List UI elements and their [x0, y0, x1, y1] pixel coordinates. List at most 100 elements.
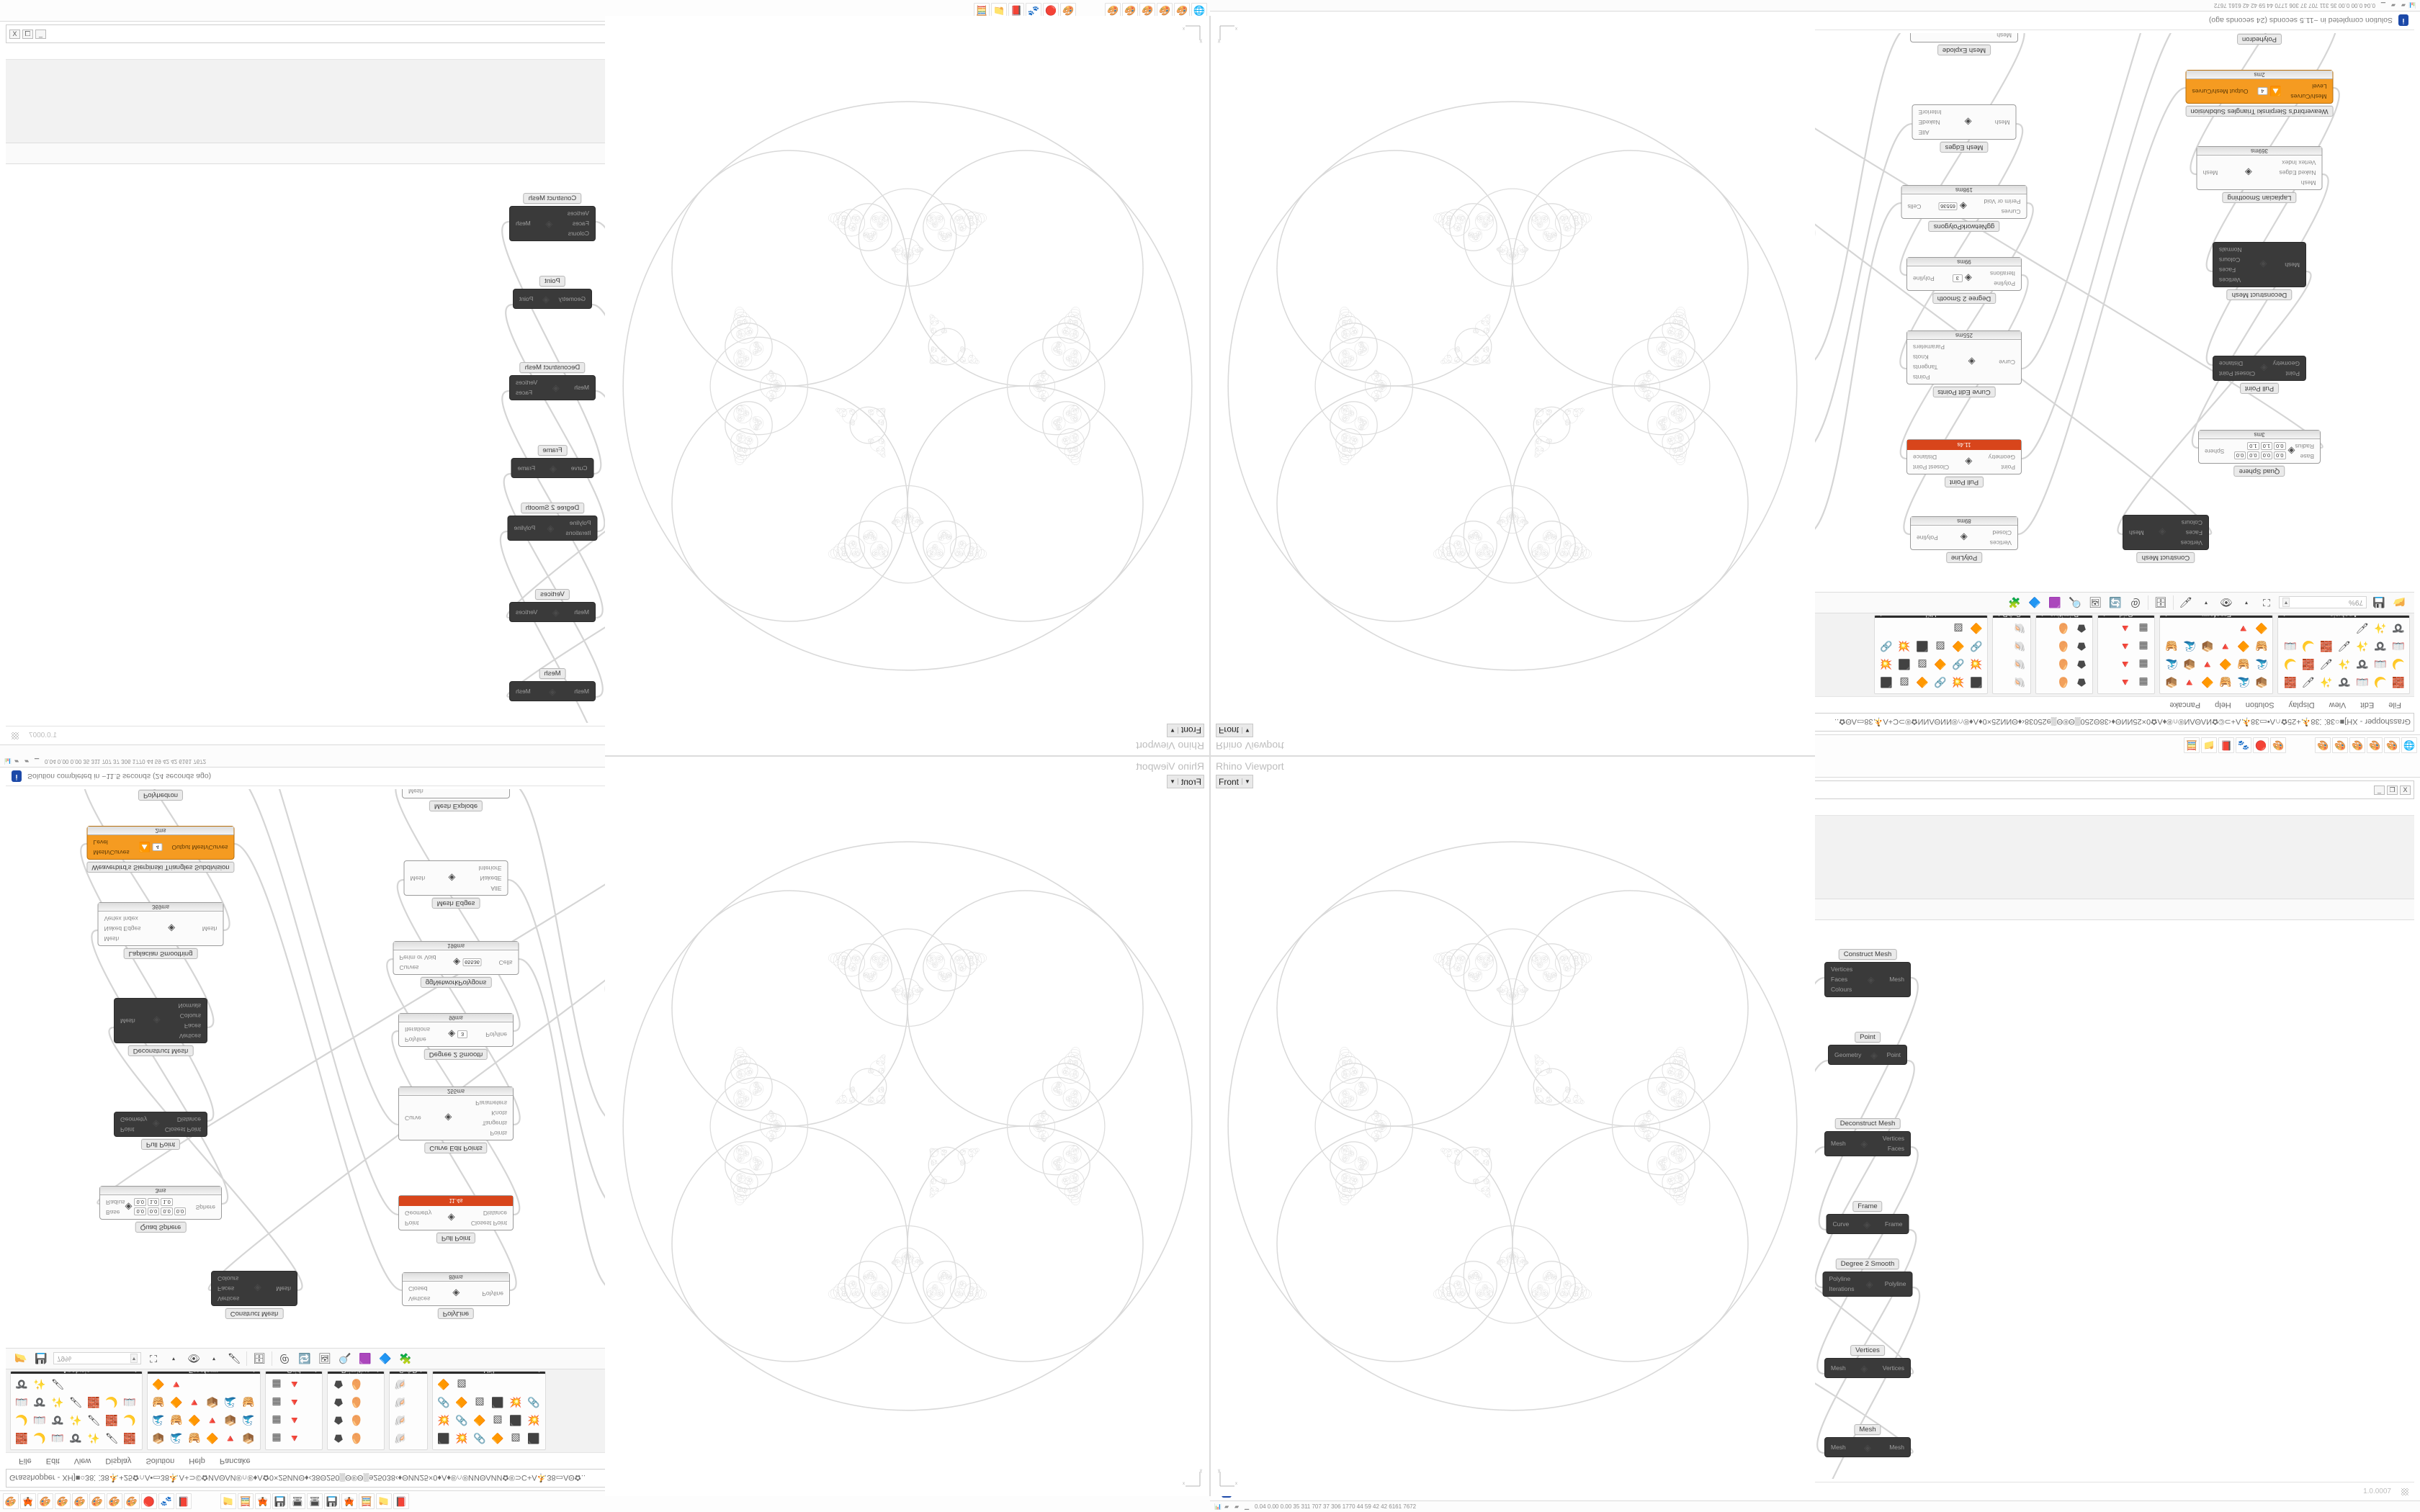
output-param[interactable]: Vertices	[179, 1032, 201, 1040]
grid-triangle-icon[interactable]: 🔺	[2119, 677, 2132, 688]
gh-component[interactable]: Mesh ◈ Vertices Faces Colours Normals	[2213, 242, 2306, 287]
util-cone-icon[interactable]: 🔶	[473, 1415, 486, 1426]
output-param[interactable]: Tangents	[1913, 364, 1938, 371]
input-param[interactable]: Polyline	[405, 1036, 426, 1043]
util-plane-icon[interactable]: ⬛	[1898, 659, 1911, 670]
book-pages-icon[interactable]: 📖	[51, 1433, 64, 1444]
input-param[interactable]: Faces	[2185, 529, 2202, 536]
freeform-fin-icon[interactable]: 🔶	[170, 1397, 183, 1408]
input-param[interactable]: Curve	[570, 464, 588, 472]
freeform-wave-icon[interactable]: 🌊	[2255, 659, 2268, 670]
util-weld-icon[interactable]: 🔗	[1880, 641, 1893, 652]
input-param[interactable]: Geometry	[120, 1116, 148, 1123]
open-folder-icon[interactable]: 📂	[14, 1353, 27, 1364]
output-param[interactable]: Normals	[2219, 246, 2242, 253]
output-param[interactable]: Faces	[516, 389, 533, 396]
menu-item-help[interactable]: Help	[189, 1457, 205, 1465]
util-cone-icon[interactable]: 🔶	[1916, 677, 1929, 688]
output-param[interactable]: Vertices	[1882, 1364, 1904, 1372]
gh-component[interactable]: Vertices Faces Colours ◈ Mesh	[211, 1271, 297, 1306]
output-param[interactable]: Mesh	[1889, 1443, 1904, 1451]
freeform-cone-icon[interactable]: 🔻	[188, 1397, 201, 1408]
primitive-pentagon-icon[interactable]: ⬟	[333, 1433, 344, 1444]
input-param[interactable]: Colours	[218, 1275, 239, 1282]
output-param[interactable]: Output Mesh/Curves	[171, 844, 228, 851]
input-param[interactable]: Base	[2300, 453, 2314, 460]
primitive-ellipsoid-icon[interactable]: 🥚	[2057, 623, 2070, 634]
menu-item-file[interactable]: File	[19, 1457, 32, 1465]
value-field[interactable]: 65536	[1938, 202, 1958, 210]
freeform-box-icon[interactable]: 📦	[224, 1415, 237, 1426]
value-field[interactable]: 1.0	[147, 1198, 160, 1207]
util-cone-icon[interactable]: 🔶	[1934, 659, 1947, 670]
mesh-paint-icon[interactable]: 🖌	[2356, 623, 2369, 634]
calculator-icon[interactable]: 🧮	[359, 1493, 375, 1510]
maximize-button[interactable]: ❐	[22, 29, 33, 39]
util-plane-icon[interactable]: ⬛	[1880, 677, 1893, 688]
output-param[interactable]: Sphere	[2205, 448, 2225, 455]
output-param[interactable]: InteriorE	[478, 865, 502, 872]
input-param[interactable]: Curve	[1832, 1220, 1850, 1228]
chevron-down-icon[interactable]: ▼	[130, 1354, 138, 1364]
acrobat-icon[interactable]: 📕	[176, 1493, 192, 1510]
value-field[interactable]: 0.0	[2260, 451, 2273, 460]
value-field[interactable]: 0.0	[161, 1207, 173, 1216]
menu-item-display[interactable]: Display	[2288, 701, 2315, 709]
book-pages-icon[interactable]: 📖	[2374, 659, 2387, 670]
book-pages-icon[interactable]: 📖	[15, 1397, 28, 1408]
util-hatch-icon[interactable]: ▨	[457, 1379, 467, 1390]
ribbon-tab-expand-icon[interactable]: ⬍	[313, 1371, 318, 1373]
output-param[interactable]: Point	[1886, 1050, 1901, 1058]
input-param[interactable]: Mesh	[2285, 261, 2300, 269]
primitive-ellipsoid-icon[interactable]: 🥚	[2057, 677, 2070, 688]
calculator-icon[interactable]: 🧮	[2184, 737, 2200, 754]
sketch-select-icon[interactable]: ⛶	[150, 1353, 157, 1364]
output-param[interactable]: Output Mesh/Curves	[2192, 88, 2249, 95]
freeform-basket-icon[interactable]: 🧺	[2219, 677, 2232, 688]
at-sign-icon[interactable]: ＠	[279, 1353, 290, 1364]
loop-icon[interactable]: ➰	[2338, 677, 2351, 688]
mesh-analysis-icon[interactable]: 🧱	[2302, 659, 2315, 670]
save-floppy-icon[interactable]: 💾	[35, 1353, 48, 1364]
output-param[interactable]: Mesh	[2129, 529, 2144, 536]
freeform-fin-icon[interactable]: 🔶	[2237, 641, 2250, 652]
primitive-ellipsoid-icon[interactable]: 🥚	[350, 1397, 363, 1408]
loop-icon[interactable]: ➰	[33, 1397, 46, 1408]
primitive-ellipsoid-icon[interactable]: 🥚	[2057, 659, 2070, 670]
subd-shell-icon[interactable]: 🐚	[394, 1397, 407, 1408]
ribbon-tab-grid[interactable]: Grid ⬍	[266, 1371, 322, 1374]
book-pages-icon[interactable]: 📖	[33, 1415, 46, 1426]
primitive-ellipsoid-icon[interactable]: 🥚	[350, 1433, 363, 1444]
freeform-wave-icon[interactable]: 🌊	[224, 1397, 237, 1408]
gh-component[interactable]: MeshInterpolate◈Faces8ms	[1910, 33, 2018, 42]
floppy-64-icon[interactable]: 💾	[324, 1493, 340, 1510]
grid-quad-icon[interactable]: ▦	[2138, 641, 2148, 652]
util-explode-icon[interactable]: 💥	[1952, 677, 1965, 688]
close-button[interactable]: X	[2400, 785, 2411, 795]
primitive-pentagon-icon[interactable]: ⬟	[333, 1379, 344, 1390]
output-param[interactable]: Parameters	[475, 1099, 507, 1107]
ribbon-tab-expand-icon[interactable]: ⬍	[1878, 615, 1883, 617]
book-pages-icon[interactable]: 📖	[123, 1397, 136, 1408]
ribbon-tab-expand-icon[interactable]: ⬍	[133, 1371, 138, 1373]
input-param[interactable]: Radius	[106, 1199, 125, 1206]
ribbon-tab-primitive[interactable]: Primitive ⬍	[2036, 615, 2092, 618]
mesh-analysis-icon[interactable]: 🧱	[105, 1415, 118, 1426]
mesh-paint-icon[interactable]: 🖌	[69, 1397, 82, 1408]
save-floppy-icon[interactable]: 💾	[2372, 597, 2385, 608]
preview-eye-icon[interactable]: 👁	[187, 1353, 200, 1364]
output-param[interactable]: Mesh	[276, 1285, 291, 1292]
gh-component[interactable]: Polyline Iterations ◈ Polyline	[507, 516, 598, 541]
input-param[interactable]: Polyline	[1829, 1275, 1851, 1282]
maximize-button[interactable]: ❐	[2387, 785, 2398, 795]
folder-icon[interactable]: 📁	[376, 1493, 392, 1510]
gh-component[interactable]: Vertices Faces Colours ◈ Mesh	[1824, 962, 1911, 997]
freeform-fin-icon[interactable]: 🔶	[152, 1379, 165, 1390]
freeform-box-icon[interactable]: 📦	[2183, 659, 2196, 670]
ribbon-tab-grid[interactable]: Grid ⬍	[2098, 615, 2154, 618]
gimp-icon[interactable]: 🎨	[2332, 737, 2348, 754]
input-param[interactable]: Colours	[1831, 986, 1852, 993]
